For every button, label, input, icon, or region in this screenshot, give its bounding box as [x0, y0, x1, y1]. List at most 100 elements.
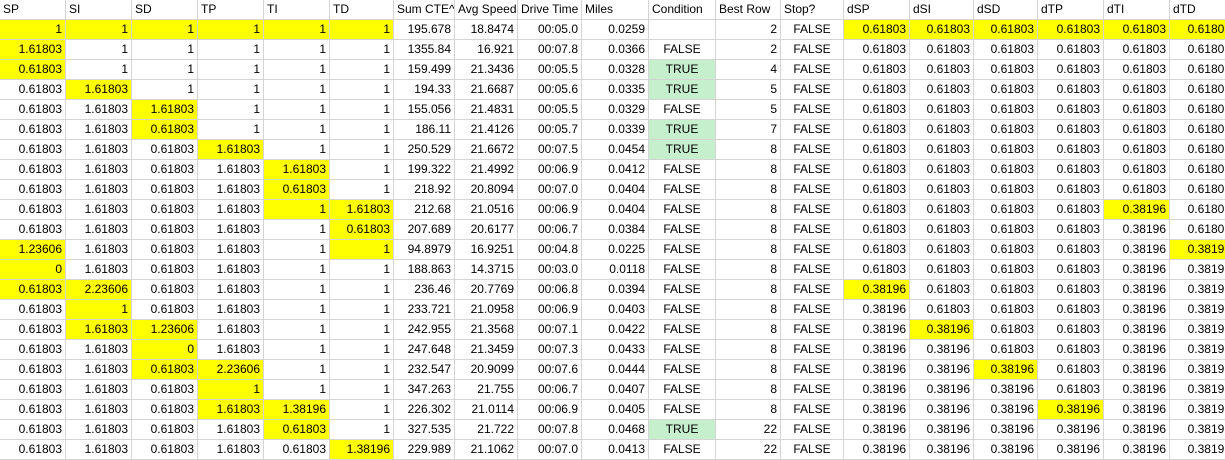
table-cell[interactable]: 0.38196 — [910, 400, 974, 420]
table-cell[interactable]: 0.38196 — [1038, 400, 1104, 420]
table-cell[interactable]: 00:05.0 — [518, 20, 582, 40]
column-header[interactable]: SP — [0, 0, 66, 20]
table-cell[interactable]: 0.61803 — [1038, 40, 1104, 60]
table-cell[interactable]: 0.61803 — [974, 160, 1038, 180]
table-cell[interactable]: 0.61803 — [1170, 140, 1225, 160]
table-cell[interactable]: 0.61803 — [844, 240, 910, 260]
column-header[interactable]: Miles — [582, 0, 649, 20]
table-cell[interactable]: 0.61803 — [132, 360, 198, 380]
table-cell[interactable]: 22 — [716, 420, 781, 440]
table-cell[interactable]: 0.61803 — [1170, 120, 1225, 140]
table-cell[interactable]: 0.61803 — [1170, 180, 1225, 200]
table-cell[interactable]: 0.38196 — [1104, 340, 1170, 360]
table-cell[interactable]: 0.38196 — [1170, 240, 1225, 260]
table-cell[interactable]: 8 — [716, 400, 781, 420]
table-cell[interactable]: 1 — [66, 300, 132, 320]
table-cell[interactable]: FALSE — [649, 340, 716, 360]
table-cell[interactable]: 194.33 — [394, 80, 455, 100]
table-cell[interactable]: 0.61803 — [132, 440, 198, 460]
table-cell[interactable]: 347.263 — [394, 380, 455, 400]
table-cell[interactable]: FALSE — [649, 240, 716, 260]
table-cell[interactable]: 0.61803 — [844, 140, 910, 160]
table-cell[interactable]: 226.302 — [394, 400, 455, 420]
table-cell[interactable]: 0.61803 — [974, 80, 1038, 100]
table-cell[interactable]: 0.61803 — [1104, 100, 1170, 120]
table-cell[interactable]: 0.61803 — [1038, 300, 1104, 320]
column-header[interactable]: dTP — [1038, 0, 1104, 20]
table-cell[interactable]: 0.61803 — [910, 200, 974, 220]
table-cell[interactable]: 0.38196 — [974, 440, 1038, 460]
table-cell[interactable]: FALSE — [649, 180, 716, 200]
table-cell[interactable]: 8 — [716, 380, 781, 400]
column-header[interactable]: Best Row — [716, 0, 781, 20]
table-cell[interactable]: 0.0413 — [582, 440, 649, 460]
table-cell[interactable]: FALSE — [781, 160, 844, 180]
table-cell[interactable]: 1 — [330, 300, 394, 320]
table-cell[interactable]: 0.61803 — [1038, 320, 1104, 340]
table-cell[interactable]: TRUE — [649, 420, 716, 440]
table-cell[interactable]: 1.61803 — [66, 340, 132, 360]
table-cell[interactable]: 0.61803 — [1038, 340, 1104, 360]
table-cell[interactable]: 0.61803 — [1170, 80, 1225, 100]
table-cell[interactable]: 1 — [330, 340, 394, 360]
table-cell[interactable]: 8 — [716, 260, 781, 280]
table-cell[interactable]: TRUE — [649, 80, 716, 100]
table-cell[interactable]: FALSE — [781, 440, 844, 460]
table-cell[interactable]: 0.61803 — [844, 60, 910, 80]
table-cell[interactable]: 0.0468 — [582, 420, 649, 440]
table-cell[interactable]: 00:06.9 — [518, 160, 582, 180]
table-cell[interactable]: 8 — [716, 240, 781, 260]
table-cell[interactable]: 232.547 — [394, 360, 455, 380]
table-cell[interactable]: 0.61803 — [910, 280, 974, 300]
table-cell[interactable]: 0.61803 — [264, 420, 330, 440]
table-cell[interactable]: 0.61803 — [1170, 160, 1225, 180]
table-cell[interactable]: 8 — [716, 200, 781, 220]
table-cell[interactable]: 1.61803 — [198, 260, 264, 280]
table-cell[interactable]: 1 — [0, 20, 66, 40]
table-cell[interactable]: 0.61803 — [0, 120, 66, 140]
table-cell[interactable]: 0.61803 — [0, 80, 66, 100]
table-cell[interactable]: 0.38196 — [844, 380, 910, 400]
table-cell[interactable]: 20.9099 — [455, 360, 518, 380]
table-cell[interactable]: 0.61803 — [1038, 380, 1104, 400]
table-cell[interactable]: 0.38196 — [974, 380, 1038, 400]
table-cell[interactable]: 0.61803 — [132, 380, 198, 400]
table-cell[interactable]: 20.8094 — [455, 180, 518, 200]
column-header[interactable]: Condition — [649, 0, 716, 20]
table-cell[interactable]: 00:06.7 — [518, 380, 582, 400]
table-cell[interactable]: 0.38196 — [1170, 260, 1225, 280]
table-cell[interactable]: 1 — [264, 320, 330, 340]
table-cell[interactable]: 1 — [264, 380, 330, 400]
column-header[interactable]: TI — [264, 0, 330, 20]
table-cell[interactable]: 0.61803 — [1170, 60, 1225, 80]
table-cell[interactable]: 21.4831 — [455, 100, 518, 120]
table-cell[interactable]: 0.61803 — [974, 20, 1038, 40]
table-cell[interactable]: 1.61803 — [0, 40, 66, 60]
table-cell[interactable]: 1.61803 — [198, 440, 264, 460]
table-cell[interactable]: FALSE — [781, 80, 844, 100]
table-cell[interactable]: 0.0407 — [582, 380, 649, 400]
table-cell[interactable]: 0.38196 — [1170, 420, 1225, 440]
table-cell[interactable]: 0.38196 — [844, 360, 910, 380]
table-cell[interactable]: 1 — [330, 20, 394, 40]
table-cell[interactable]: 195.678 — [394, 20, 455, 40]
table-cell[interactable]: FALSE — [781, 100, 844, 120]
table-cell[interactable]: 1 — [264, 20, 330, 40]
table-cell[interactable]: 0.38196 — [1104, 400, 1170, 420]
table-cell[interactable]: 207.689 — [394, 220, 455, 240]
table-cell[interactable]: 00:04.8 — [518, 240, 582, 260]
table-cell[interactable]: 21.0958 — [455, 300, 518, 320]
table-cell[interactable]: 0.61803 — [264, 180, 330, 200]
table-cell[interactable]: FALSE — [649, 360, 716, 380]
table-cell[interactable]: 0.61803 — [844, 260, 910, 280]
table-cell[interactable]: 1 — [264, 260, 330, 280]
table-cell[interactable]: FALSE — [781, 280, 844, 300]
table-cell[interactable]: 0.38196 — [1104, 280, 1170, 300]
table-cell[interactable]: 0.61803 — [132, 140, 198, 160]
table-cell[interactable]: 0.61803 — [844, 220, 910, 240]
table-cell[interactable]: 00:07.5 — [518, 140, 582, 160]
table-cell[interactable]: 1 — [264, 300, 330, 320]
table-cell[interactable]: 229.989 — [394, 440, 455, 460]
table-cell[interactable]: 0.61803 — [974, 340, 1038, 360]
table-cell[interactable]: 1 — [330, 360, 394, 380]
